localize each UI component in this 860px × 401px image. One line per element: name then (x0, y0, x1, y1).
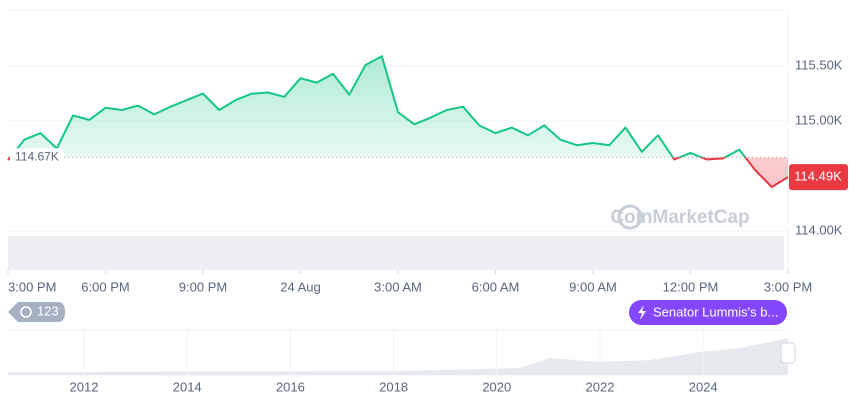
nav-year-label: 2022 (586, 379, 615, 394)
x-tick-label: 3:00 AM (374, 279, 422, 294)
y-tick-label: 115.00K (795, 112, 843, 127)
news-text: Senator Lummis's b... (653, 304, 778, 319)
navigator-handle[interactable] (780, 342, 796, 364)
area-above (8, 56, 788, 158)
nav-year-label: 2012 (70, 379, 99, 394)
news-pill[interactable] (629, 300, 787, 325)
news-button[interactable]: Senator Lummis's b... (629, 300, 787, 325)
watermark: CoinMarketCap (610, 207, 749, 228)
x-tick-label: 6:00 AM (472, 279, 520, 294)
x-tick-label: 24 Aug (280, 279, 321, 294)
history-count: 123 (37, 303, 59, 318)
x-tick-label: 3:00 PM (8, 279, 56, 294)
volume-area (8, 236, 784, 270)
price-line (8, 55, 747, 158)
nav-year-label: 2024 (689, 379, 718, 394)
reference-label: 114.67K (15, 149, 59, 163)
nav-year-label: 2020 (482, 379, 511, 394)
x-tick-label: 6:00 PM (81, 279, 129, 294)
x-tick-label: 9:00 AM (569, 279, 617, 294)
nav-year-label: 2014 (173, 379, 202, 394)
x-tick-label: 3:00 PM (764, 279, 812, 294)
navigator-area (8, 338, 788, 375)
history-button[interactable]: 123 (8, 302, 65, 322)
history-badge[interactable] (8, 302, 65, 322)
current-price-badge (789, 164, 848, 191)
x-tick-label: 12:00 PM (663, 279, 719, 294)
nav-year-label: 2016 (276, 379, 305, 394)
nav-year-label: 2018 (379, 379, 408, 394)
y-tick-label: 115.50K (795, 58, 843, 73)
y-tick-label: 114.00K (795, 222, 843, 237)
reference-label-bg (10, 148, 64, 167)
news-icon (638, 305, 646, 320)
x-tick-label: 9:00 PM (179, 279, 227, 294)
history-icon (20, 306, 32, 318)
current-price-label: 114.49K (794, 169, 842, 184)
watermark-logo (617, 204, 643, 230)
